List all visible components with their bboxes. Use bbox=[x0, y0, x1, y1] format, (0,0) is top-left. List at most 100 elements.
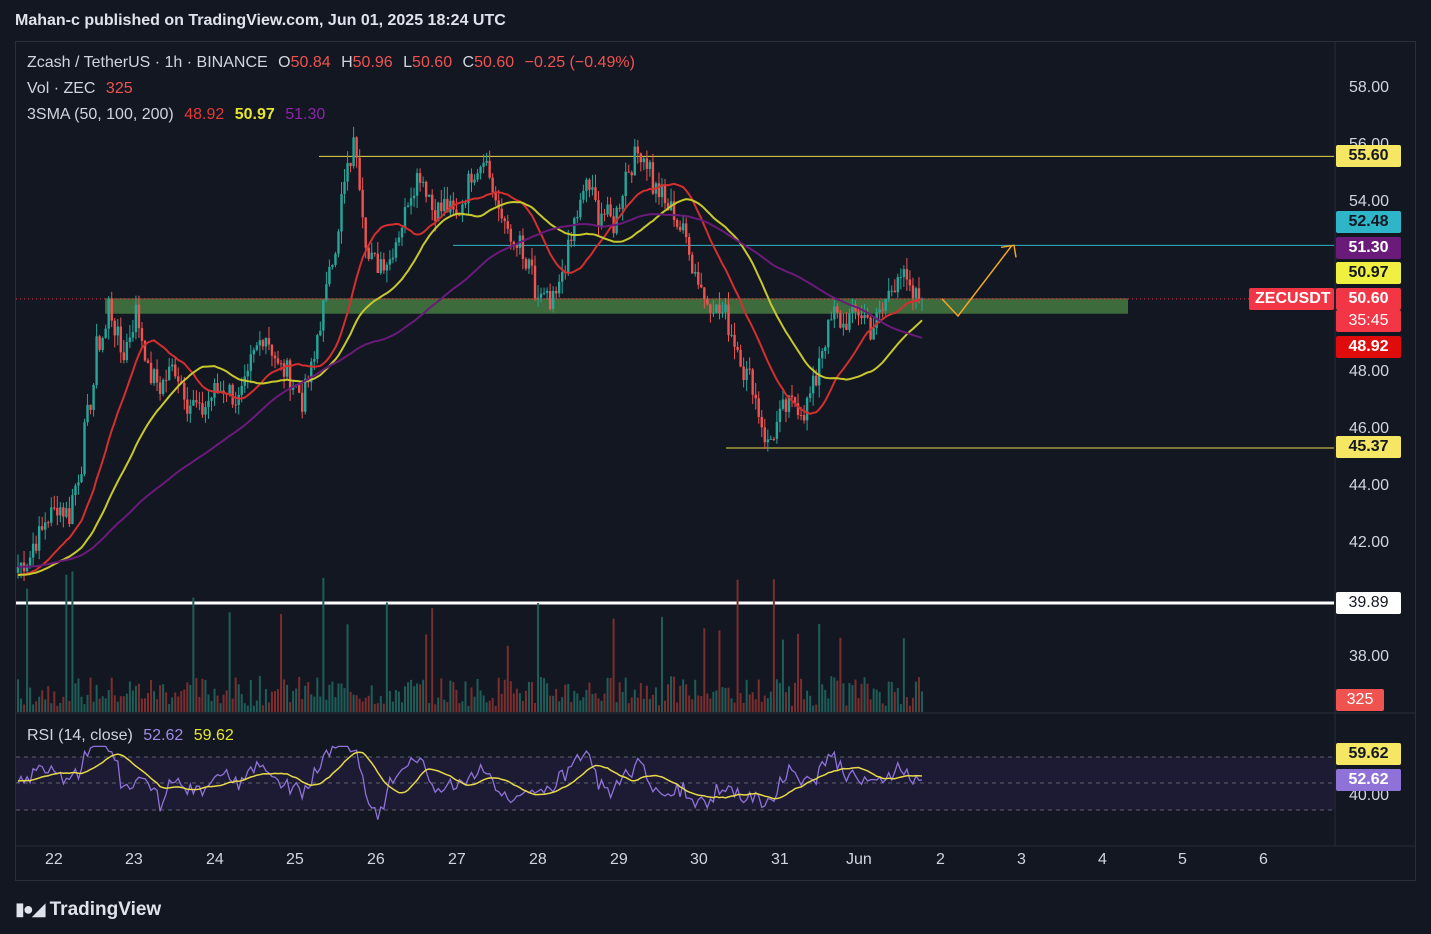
volume-bar bbox=[419, 684, 422, 712]
volume-bar bbox=[361, 701, 364, 712]
volume-bar bbox=[651, 694, 654, 712]
sma100-line[interactable] bbox=[17, 198, 923, 577]
volume-bar bbox=[283, 679, 286, 712]
candle-body bbox=[252, 349, 256, 355]
candle-body bbox=[663, 184, 667, 204]
candle-body bbox=[675, 219, 679, 227]
candle-body bbox=[210, 397, 213, 401]
candle-body bbox=[80, 474, 83, 483]
candle-body bbox=[479, 166, 482, 174]
legend-row-sma[interactable]: 3SMA (50, 100, 200) 48.92 50.97 51.30 bbox=[27, 106, 331, 124]
volume-bar bbox=[869, 699, 872, 712]
candle-body bbox=[310, 361, 313, 383]
volume-bar bbox=[688, 695, 691, 712]
volume-bar bbox=[416, 683, 419, 712]
candle-body bbox=[167, 366, 171, 381]
candle-body bbox=[264, 338, 268, 347]
volume-bar bbox=[461, 701, 464, 712]
candle-body bbox=[65, 508, 68, 517]
rsi-tick: 40.00 bbox=[1349, 787, 1390, 804]
tag-rsi-ma: 59.62 bbox=[1336, 743, 1401, 765]
candle-body bbox=[158, 382, 162, 394]
candle-body bbox=[872, 327, 875, 340]
projection-path[interactable] bbox=[941, 244, 1013, 318]
volume-bar bbox=[476, 678, 479, 712]
volume-bar bbox=[558, 701, 561, 712]
candle-body bbox=[618, 207, 621, 209]
rsi-ma-line[interactable] bbox=[17, 751, 923, 800]
legend-symbol[interactable]: Zcash / TetherUS · 1h · BINANCE bbox=[27, 54, 268, 71]
time-tick: 5 bbox=[1178, 851, 1187, 868]
candle-body bbox=[376, 253, 379, 273]
candle-body bbox=[821, 351, 824, 359]
volume-bar bbox=[422, 679, 425, 712]
volume-bar bbox=[328, 684, 331, 712]
volume-bar bbox=[35, 701, 38, 712]
candle-body bbox=[379, 259, 383, 273]
volume-bar bbox=[68, 700, 71, 712]
legend-row-rsi[interactable]: RSI (14, close) 52.62 59.62 bbox=[27, 727, 240, 745]
sma200-line[interactable] bbox=[18, 213, 923, 568]
candle-body bbox=[848, 313, 851, 330]
candle-body bbox=[748, 368, 751, 370]
legend-row-volume[interactable]: Vol · ZEC 325 bbox=[27, 80, 139, 98]
volume-bar bbox=[470, 687, 473, 712]
candle-body bbox=[603, 213, 606, 215]
candle-body bbox=[403, 207, 407, 228]
candle-body bbox=[427, 194, 431, 197]
volume-bar bbox=[636, 697, 639, 712]
volume-bar bbox=[630, 697, 633, 712]
volume-bar bbox=[809, 695, 812, 712]
candle-body bbox=[793, 397, 797, 404]
volume-bar bbox=[431, 608, 434, 712]
candle-body bbox=[718, 304, 721, 314]
candle-body bbox=[437, 202, 440, 222]
candle-body bbox=[261, 340, 265, 347]
chart-frame[interactable] bbox=[15, 41, 1416, 881]
volume-bar bbox=[210, 700, 213, 712]
volume-bar bbox=[830, 676, 833, 712]
volume-bar bbox=[140, 698, 143, 712]
volume-bar bbox=[231, 698, 234, 712]
volume-bar bbox=[673, 676, 676, 712]
candle-body bbox=[461, 204, 464, 216]
candle-body bbox=[811, 375, 815, 394]
volume-bar bbox=[524, 690, 527, 712]
volume-bar bbox=[806, 690, 809, 712]
volume-bar bbox=[497, 677, 500, 712]
volume-bar bbox=[47, 686, 50, 712]
tag-symbol: ZECUSDT bbox=[1249, 288, 1334, 310]
price-tick: 54.00 bbox=[1349, 193, 1390, 210]
candle-body bbox=[346, 162, 349, 182]
candle-body bbox=[98, 336, 101, 350]
volume-bar bbox=[83, 704, 86, 712]
candle-body bbox=[884, 299, 887, 311]
candle-body bbox=[316, 335, 319, 359]
volume-bar bbox=[772, 579, 775, 712]
candle-body bbox=[107, 298, 110, 329]
volume-bar bbox=[134, 685, 137, 712]
candle-body bbox=[240, 385, 243, 395]
volume-bar bbox=[159, 685, 162, 712]
legend-h-label: H bbox=[341, 54, 353, 71]
volume-bar bbox=[800, 678, 803, 712]
tradingview-logo[interactable]: ▮●◢ TradingView bbox=[15, 899, 162, 920]
tag-resistance: 55.60 bbox=[1336, 145, 1401, 167]
sma50-line[interactable] bbox=[17, 182, 923, 576]
volume-bar bbox=[434, 704, 437, 712]
candle-body bbox=[802, 415, 806, 421]
candle-body bbox=[131, 332, 135, 338]
candle-body bbox=[92, 384, 95, 410]
candle-body bbox=[183, 383, 186, 400]
volume-bar bbox=[340, 683, 343, 712]
candle-body bbox=[388, 259, 392, 265]
volume-bar bbox=[896, 688, 899, 712]
tag-support: 45.37 bbox=[1336, 436, 1401, 458]
rsi-line[interactable] bbox=[17, 745, 923, 820]
candle-body bbox=[648, 162, 652, 169]
candle-body bbox=[606, 204, 609, 215]
candle-body bbox=[86, 404, 89, 423]
candle-body bbox=[40, 526, 44, 530]
candle-body bbox=[288, 360, 292, 390]
